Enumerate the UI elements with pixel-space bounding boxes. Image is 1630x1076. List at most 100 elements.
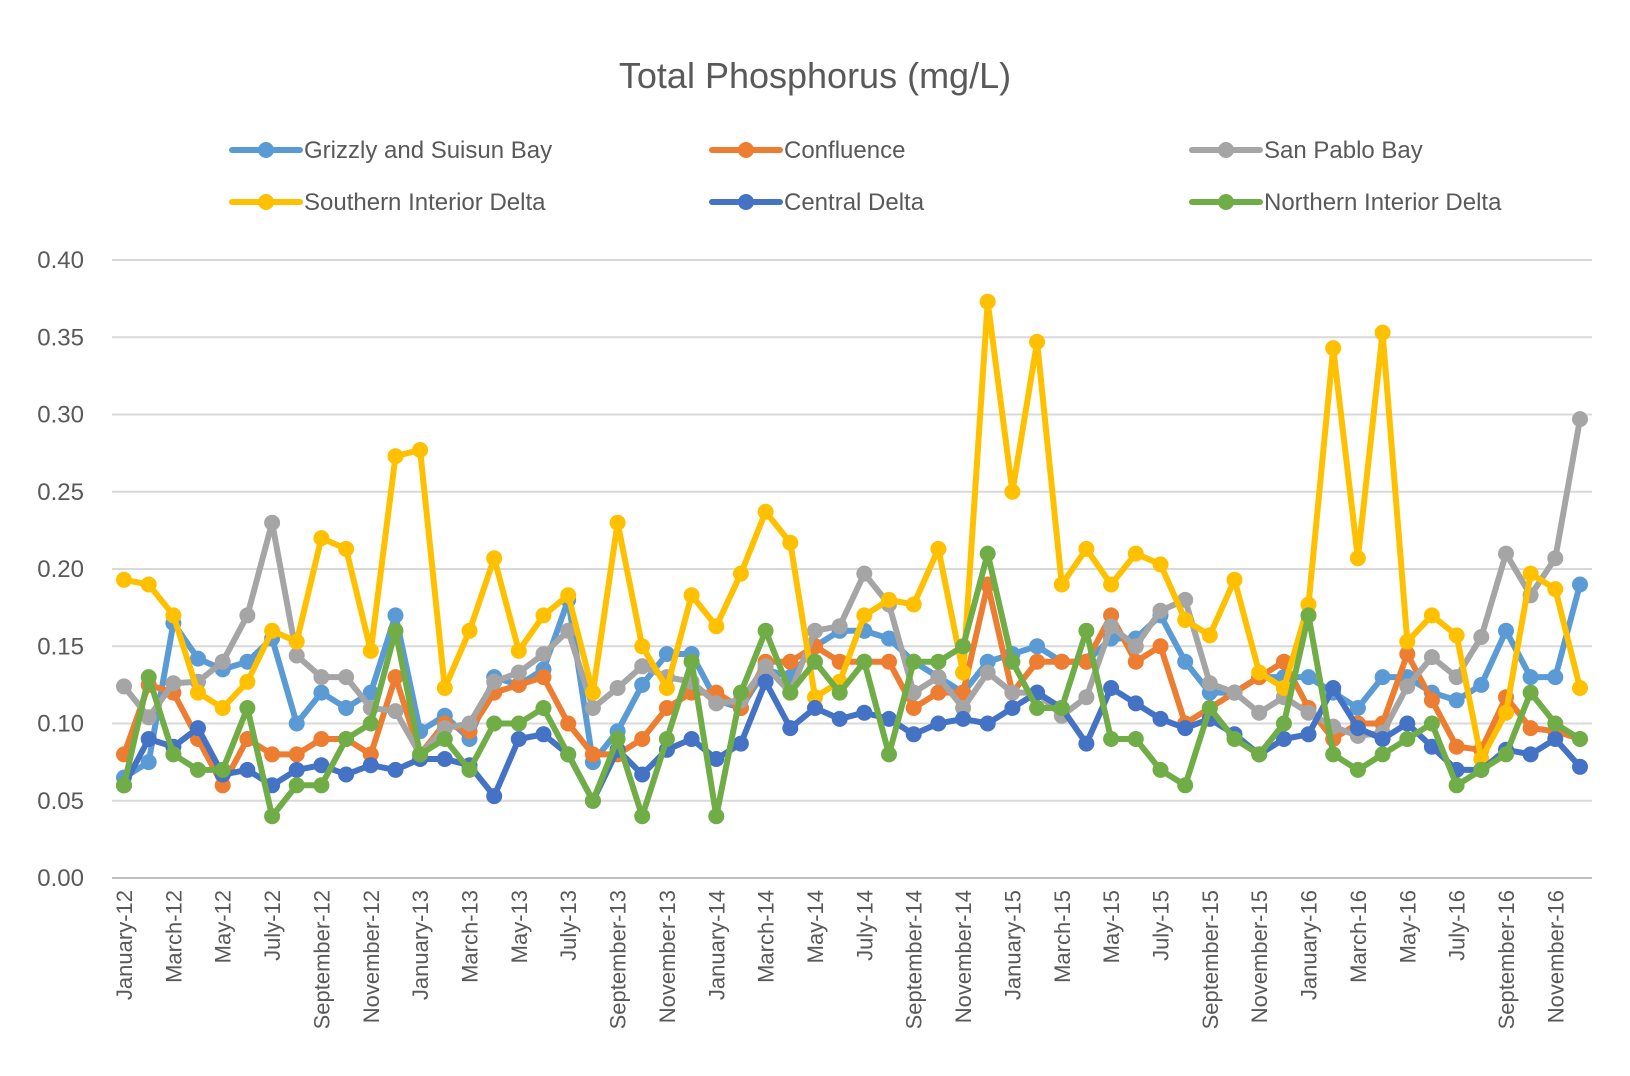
data-point bbox=[955, 710, 972, 727]
legend-label: Southern Interior Delta bbox=[304, 189, 546, 216]
data-point bbox=[1572, 731, 1588, 747]
data-point bbox=[1251, 664, 1268, 681]
data-point bbox=[905, 684, 922, 701]
legend-item: Grizzly and Suisun Bay bbox=[229, 137, 552, 164]
data-point bbox=[1004, 684, 1021, 701]
data-point bbox=[1572, 576, 1588, 593]
y-tick-label: 0.05 bbox=[37, 788, 84, 815]
data-point bbox=[1522, 565, 1539, 582]
data-point bbox=[387, 703, 404, 720]
data-point bbox=[239, 673, 256, 690]
legend-label: San Pablo Bay bbox=[1264, 137, 1423, 164]
legend-item: San Pablo Bay bbox=[1189, 137, 1423, 164]
data-point bbox=[1300, 669, 1317, 686]
data-point bbox=[1473, 676, 1490, 693]
data-point bbox=[288, 633, 305, 650]
x-tick-label: January-12 bbox=[112, 890, 137, 1000]
data-point bbox=[856, 607, 873, 624]
data-point bbox=[387, 669, 404, 686]
data-point bbox=[140, 709, 157, 726]
data-point bbox=[881, 630, 897, 647]
data-point bbox=[634, 638, 651, 655]
data-point bbox=[634, 676, 651, 693]
data-point bbox=[1127, 545, 1144, 562]
data-point bbox=[1547, 581, 1564, 598]
data-point bbox=[165, 746, 182, 763]
y-tick-label: 0.15 bbox=[37, 633, 84, 660]
data-point bbox=[1152, 761, 1169, 778]
data-point bbox=[658, 700, 675, 716]
series-group bbox=[116, 545, 1588, 825]
data-point bbox=[190, 684, 206, 701]
data-point bbox=[387, 761, 404, 778]
data-point bbox=[387, 622, 404, 639]
data-point bbox=[658, 646, 675, 662]
data-point bbox=[979, 715, 996, 732]
data-point bbox=[930, 669, 947, 686]
data-point bbox=[535, 726, 552, 743]
data-point bbox=[1498, 704, 1514, 721]
data-point bbox=[1349, 550, 1366, 567]
data-point bbox=[782, 720, 799, 737]
data-point bbox=[683, 653, 700, 670]
data-point bbox=[1078, 622, 1095, 639]
data-point bbox=[757, 503, 774, 520]
data-point bbox=[510, 715, 527, 732]
data-point bbox=[239, 761, 256, 778]
data-point bbox=[560, 622, 577, 639]
data-point bbox=[1127, 653, 1144, 670]
data-point bbox=[362, 757, 379, 774]
data-point bbox=[1103, 618, 1120, 635]
data-point bbox=[955, 664, 972, 681]
data-point bbox=[239, 700, 256, 716]
data-point bbox=[782, 534, 799, 551]
data-point bbox=[486, 715, 503, 732]
data-point bbox=[1423, 715, 1440, 732]
data-point bbox=[1053, 653, 1070, 670]
data-point bbox=[1078, 689, 1095, 706]
x-tick-label: January-13 bbox=[408, 890, 433, 1000]
data-point bbox=[1399, 678, 1416, 695]
y-tick-label: 0.40 bbox=[37, 247, 84, 274]
data-point bbox=[831, 618, 848, 635]
x-tick-label: September-15 bbox=[1198, 890, 1223, 1029]
data-point bbox=[732, 565, 749, 582]
data-point bbox=[930, 684, 947, 701]
data-point bbox=[708, 808, 725, 825]
data-point bbox=[732, 735, 749, 752]
data-point bbox=[856, 653, 873, 670]
data-point bbox=[1300, 607, 1317, 624]
data-point bbox=[1325, 746, 1342, 763]
data-point bbox=[609, 514, 626, 531]
data-point bbox=[1349, 700, 1366, 716]
x-tick-label: November-16 bbox=[1543, 890, 1568, 1023]
data-point bbox=[1448, 777, 1465, 794]
data-point bbox=[1547, 731, 1564, 747]
data-point bbox=[1275, 680, 1292, 696]
data-point bbox=[1522, 669, 1539, 686]
data-point bbox=[930, 715, 947, 732]
data-point bbox=[881, 710, 897, 727]
data-point bbox=[905, 596, 922, 613]
data-point bbox=[190, 650, 206, 667]
data-point bbox=[609, 731, 626, 747]
data-point bbox=[881, 653, 897, 670]
data-point bbox=[1251, 746, 1268, 763]
series-group bbox=[116, 293, 1588, 767]
data-point bbox=[140, 669, 157, 686]
data-point bbox=[1547, 550, 1564, 567]
data-point bbox=[510, 676, 527, 693]
legend-item: Central Delta bbox=[709, 189, 925, 216]
data-point bbox=[1374, 731, 1391, 747]
data-point bbox=[436, 731, 453, 747]
data-point bbox=[1201, 627, 1218, 644]
data-point bbox=[955, 638, 972, 655]
data-point bbox=[1349, 720, 1366, 737]
data-point bbox=[362, 684, 379, 701]
data-point bbox=[338, 731, 355, 747]
data-point bbox=[1152, 602, 1169, 619]
data-point bbox=[905, 700, 922, 716]
data-point bbox=[634, 658, 651, 675]
x-tick-label: May-14 bbox=[803, 890, 828, 963]
